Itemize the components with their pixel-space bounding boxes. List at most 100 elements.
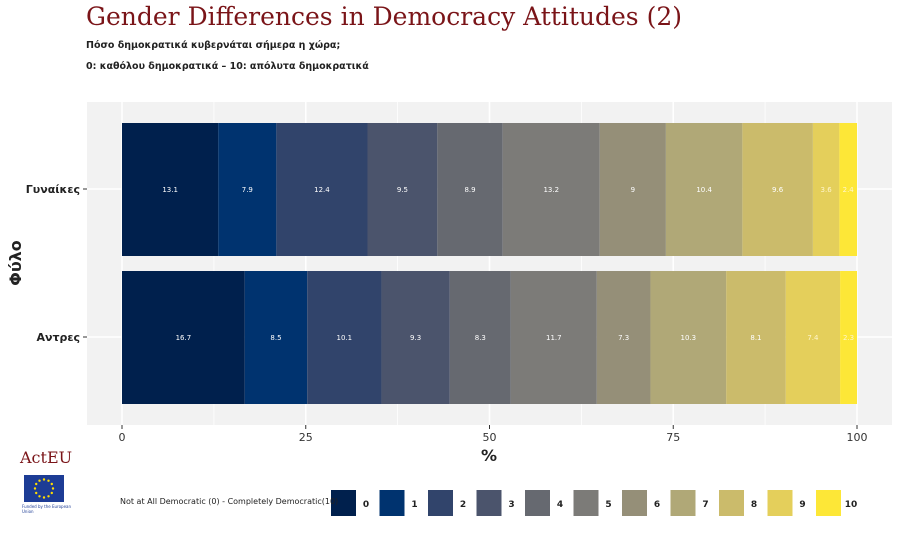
legend-label: 7 [702,500,708,510]
bar-segment-Αντρες-10 [840,271,857,404]
data-label: 9.6 [772,186,784,194]
legend-swatch-8 [719,490,744,516]
legend: 0 1 2 3 4 5 6 7 8 9 10 [331,490,857,516]
bar-segment-Γυναίκες-10 [839,123,857,256]
data-labels-group: 13.1 7.9 12.4 9.5 8.9 13.2 9 10.4 9.6 3.6 2.4 16.7 8… [162,186,854,342]
legend-title: Not at All Democratic (0) - Completely D… [120,497,339,506]
bar-segment-Αντρες-2 [307,271,382,404]
legend-swatch-1 [379,490,405,516]
eu-star [47,479,50,482]
eu-star [35,491,38,495]
chart-title: Gender Differences in Democracy Attitude… [86,2,682,31]
legend-label: 1 [411,500,417,510]
data-label: 11.7 [546,334,562,342]
legend-swatch-0 [331,490,356,516]
legend-swatch-10 [816,490,841,516]
bar-segment-Γυναίκες-3 [367,123,438,256]
bar-segment-Γυναίκες-6 [599,123,666,256]
bars-group [122,123,857,404]
x-tick-label: 25 [299,431,313,444]
legend-label: 0 [363,500,369,510]
data-label: 8.9 [464,186,475,194]
bar-segment-Γυναίκες-4 [437,123,503,256]
eu-star [38,495,41,498]
legend-swatch-4 [525,490,550,516]
legend-label: 4 [557,500,563,510]
bar-segment-Γυναίκες-1 [218,123,277,256]
legend-label: 2 [460,500,466,510]
x-tick-label: 50 [483,431,497,444]
bar-segment-Αντρες-4 [449,271,511,404]
bar-segment-Αντρες-6 [596,271,651,404]
legend-swatch-2 [428,490,453,516]
eu-stars-icon [33,478,55,499]
legend-label: 10 [845,500,858,510]
eu-star [35,482,38,486]
data-label: 10.1 [337,334,353,342]
data-label: 3.6 [821,186,833,194]
acteu-logo: ActEU [20,448,73,467]
axes-group: 0 25 50 75 100% Γυναίκες Αντρες Φύλο [6,183,868,465]
bar-segment-Γυναίκες-2 [276,123,368,256]
bar-segment-Γυναίκες-5 [502,123,600,256]
data-label: 13.2 [543,186,559,194]
x-axis-label: % [481,446,497,465]
data-label: 8.3 [475,334,486,342]
legend-label: 5 [605,500,611,510]
bar-segment-Γυναίκες-9 [812,123,840,256]
eu-star [38,479,41,482]
data-label: 8.1 [750,334,761,342]
data-label: 7.4 [807,334,819,342]
eu-flag-icon [24,475,64,502]
eu-star [47,495,50,498]
data-label: 2.3 [843,334,854,342]
legend-label: 8 [751,500,757,510]
eu-star [33,487,37,490]
legend-swatch-3 [476,490,502,516]
bar-segment-Αντρες-0 [122,271,245,404]
data-label: 9.5 [397,186,408,194]
data-label: 7.3 [618,334,629,342]
bar-segment-Αντρες-1 [244,271,308,404]
data-label: 16.7 [176,334,192,342]
data-label: 12.4 [314,186,330,194]
data-label: 10.4 [696,186,712,194]
eu-star [42,478,46,481]
x-tick-label: 100 [847,431,868,444]
data-label: 8.5 [270,334,281,342]
data-label: 7.9 [242,186,253,194]
bar-segment-Γυναίκες-8 [742,123,813,256]
chart-subtitle-scale: 0: καθόλου δημοκρατικά – 10: απόλυτα δημ… [86,61,369,72]
x-tick-label: 0 [119,431,126,444]
bar-segment-Αντρες-8 [726,271,786,404]
chart-subtitle-question: Πόσο δημοκρατικά κυβερνάται σήμερα η χώρ… [86,40,341,51]
legend-label: 6 [654,500,660,510]
y-category-label: Γυναίκες [26,183,80,196]
data-label: 10.3 [681,334,697,342]
bar-segment-Γυναίκες-0 [122,123,219,256]
legend-label: 9 [799,500,805,510]
bar-segment-Αντρες-7 [650,271,727,404]
x-tick-label: 75 [666,431,680,444]
eu-funding-caption: Funded by the European Union [22,504,72,514]
legend-swatch-9 [767,490,793,516]
data-label: 2.4 [843,186,855,194]
data-label: 9 [631,186,635,194]
y-axis-label: Φύλο [6,240,25,286]
eu-star [50,482,53,486]
data-label: 9.3 [410,334,421,342]
bar-segment-Αντρες-3 [381,271,450,404]
y-category-label: Αντρες [36,331,80,344]
data-label: 13.1 [162,186,178,194]
legend-swatch-7 [670,490,696,516]
bar-segment-Αντρες-5 [510,271,597,404]
legend-swatch-5 [573,490,599,516]
legend-swatch-6 [622,490,647,516]
legend-label: 3 [508,500,514,510]
bar-segment-Γυναίκες-7 [665,123,743,256]
eu-star [42,496,46,499]
eu-star [51,487,55,490]
bar-segment-Αντρες-9 [785,271,841,404]
eu-star [50,491,53,495]
